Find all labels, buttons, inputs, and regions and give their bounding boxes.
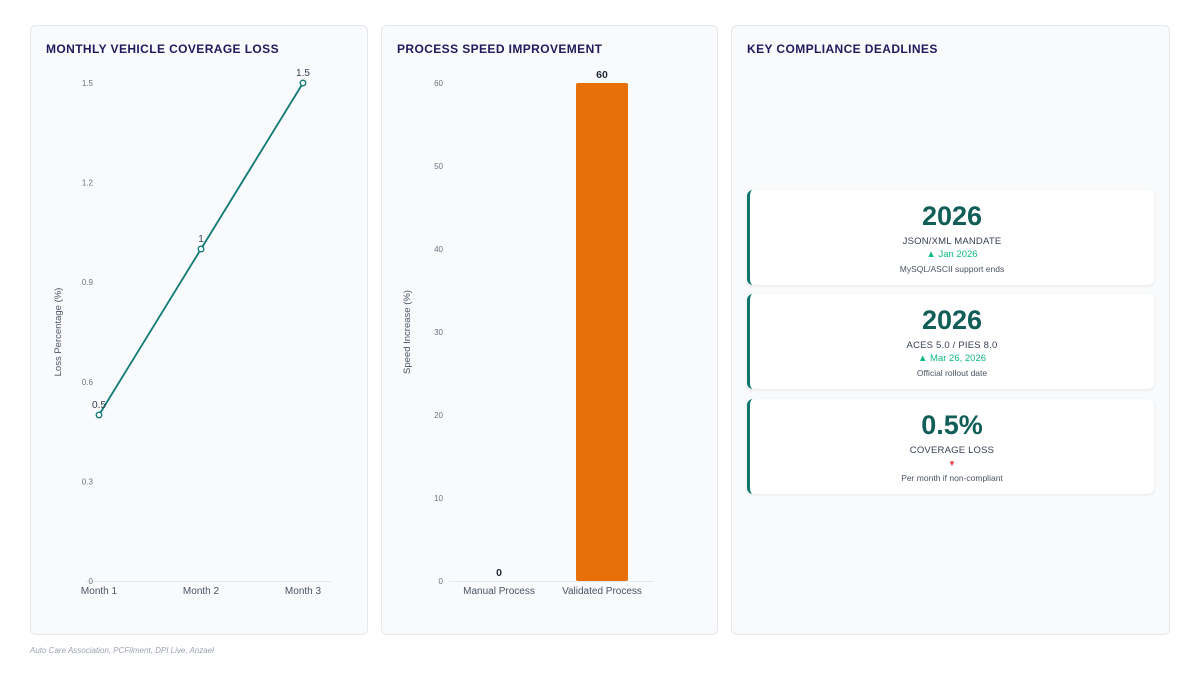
source-note: Auto Care Association, PCFilment, DPI Li… — [30, 646, 214, 655]
x-tick-label: Month 2 — [183, 586, 220, 597]
kpi-label: ACES 5.0 / PIES 8.0 — [906, 340, 998, 351]
kpi-note: MySQL/ASCII support ends — [899, 264, 1005, 274]
kpi-trend: ▼ — [750, 458, 1154, 470]
kpi-card-coverage-loss: 0.5% COVERAGE LOSS ▼ Per month if non-co… — [747, 399, 1154, 494]
y-tick-label: 0 — [439, 577, 444, 586]
y-tick-label: 60 — [434, 79, 443, 88]
trend-down-icon: ▼ — [948, 459, 956, 468]
y-tick-label: 1.2 — [82, 179, 94, 188]
data-point — [299, 79, 307, 87]
y-tick-label: 0.6 — [82, 378, 94, 387]
kpi-trend-text: Jan 2026 — [938, 249, 978, 260]
x-tick-label: Month 1 — [81, 586, 118, 597]
y-axis-title: Loss Percentage (%) — [53, 288, 64, 377]
data-label: 60 — [596, 69, 608, 81]
kpi-label: JSON/XML MANDATE — [902, 236, 1002, 247]
kpi-panel: KEY COMPLIANCE DEADLINES 2026 JSON/XML M… — [731, 25, 1170, 635]
line-chart-panel: MONTHLY VEHICLE COVERAGE LOSS 0 0.3 0.6 0.9… — [30, 25, 368, 635]
kpi-panel-title: KEY COMPLIANCE DEADLINES — [747, 42, 938, 56]
kpi-value: 0.5% — [921, 410, 983, 440]
bar-chart: 0 10 20 30 40 50 60 Speed Increase (%) 0 Manual P… — [402, 69, 654, 597]
kpi-trend: ▲ Mar 26, 2026 — [750, 353, 1154, 365]
data-label: 1.5 — [296, 68, 310, 79]
y-tick-label: 0.9 — [82, 278, 94, 287]
data-point — [95, 411, 103, 419]
data-label: 0 — [496, 567, 502, 579]
y-tick-label: 20 — [434, 411, 443, 420]
y-tick-label: 40 — [434, 245, 443, 254]
kpi-trend: ▲ Jan 2026 — [750, 249, 1154, 261]
kpi-card-aces-pies: 2026 ACES 5.0 / PIES 8.0 ▲ Mar 26, 2026 … — [747, 294, 1154, 389]
kpi-note: Official rollout date — [916, 368, 988, 378]
trend-up-icon: ▲ — [926, 249, 936, 260]
y-tick-label: 1.5 — [82, 79, 94, 88]
bar — [576, 83, 628, 581]
y-tick-label: 30 — [434, 328, 443, 337]
kpi-card-json-xml: 2026 JSON/XML MANDATE ▲ Jan 2026 MySQL/A… — [747, 190, 1154, 285]
bar-chart-panel: PROCESS SPEED IMPROVEMENT 0 10 20 30 40 50 60 S… — [381, 25, 718, 635]
kpi-value: 2026 — [921, 305, 983, 335]
line-chart-title: MONTHLY VEHICLE COVERAGE LOSS — [46, 42, 279, 56]
data-label: 1 — [198, 234, 204, 245]
line-chart: 0 0.3 0.6 0.9 1.2 1.5 Month 1 Month 2 Month 3 Los… — [53, 68, 331, 597]
y-tick-label: 50 — [434, 162, 443, 171]
kpi-label: COVERAGE LOSS — [909, 445, 995, 456]
kpi-trend-text: Mar 26, 2026 — [930, 353, 987, 364]
y-axis-title: Speed Increase (%) — [402, 290, 413, 374]
x-tick-label: Manual Process — [463, 586, 535, 597]
y-tick-label: 0.3 — [82, 477, 94, 486]
bar-chart-title: PROCESS SPEED IMPROVEMENT — [397, 42, 603, 56]
kpi-note: Per month if non-compliant — [901, 473, 1003, 483]
data-point — [197, 245, 205, 253]
data-label: 0.5 — [92, 400, 106, 411]
trend-up-icon: ▲ — [917, 353, 928, 364]
y-tick-label: 0 — [89, 577, 94, 586]
x-tick-label: Month 3 — [285, 586, 322, 597]
y-tick-label: 10 — [434, 494, 443, 503]
x-tick-label: Validated Process — [562, 586, 642, 597]
kpi-value: 2026 — [921, 201, 983, 231]
